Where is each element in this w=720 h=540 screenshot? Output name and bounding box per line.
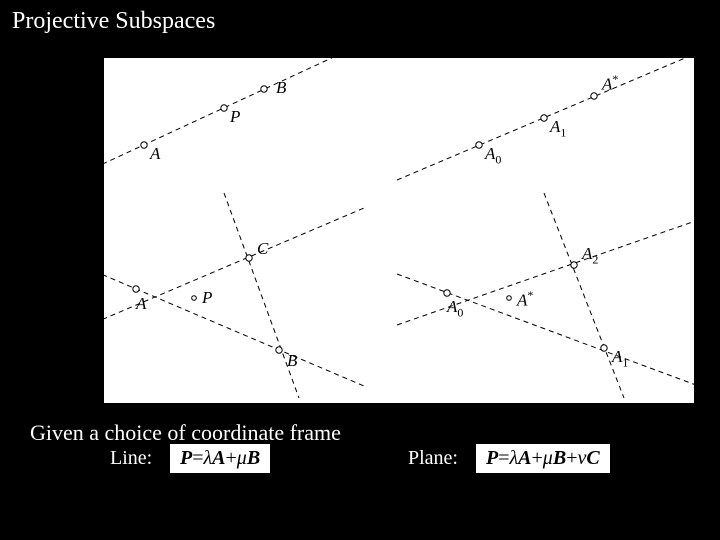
- caption-text: Given a choice of coordinate frame: [30, 420, 341, 446]
- diagram-area: A P B A0 A1 A* A C B P A0 A1 A2 A*: [104, 58, 694, 403]
- point-label: A: [136, 294, 146, 314]
- point-label: A2: [582, 244, 598, 267]
- point-label: C: [257, 239, 268, 259]
- line-label: Line:: [110, 447, 152, 470]
- point-label: A0: [485, 144, 501, 167]
- point-label: P: [230, 107, 240, 127]
- plane-label: Plane:: [408, 447, 458, 470]
- page-title: Projective Subspaces: [12, 8, 215, 35]
- point-label: A1: [550, 117, 566, 140]
- plane-equation: P = λA + μB + νC: [476, 444, 610, 473]
- point-label: B: [287, 351, 297, 371]
- point-label: B: [276, 78, 286, 98]
- point-label: P: [202, 288, 212, 308]
- point-label: A*: [517, 288, 533, 311]
- point-label: A0: [447, 297, 463, 320]
- point-label: A: [150, 144, 160, 164]
- point-label: A*: [602, 72, 618, 95]
- line-equation: P = λA + μB: [170, 444, 270, 473]
- point-label: A1: [612, 347, 628, 370]
- diagram-svg: [104, 58, 694, 403]
